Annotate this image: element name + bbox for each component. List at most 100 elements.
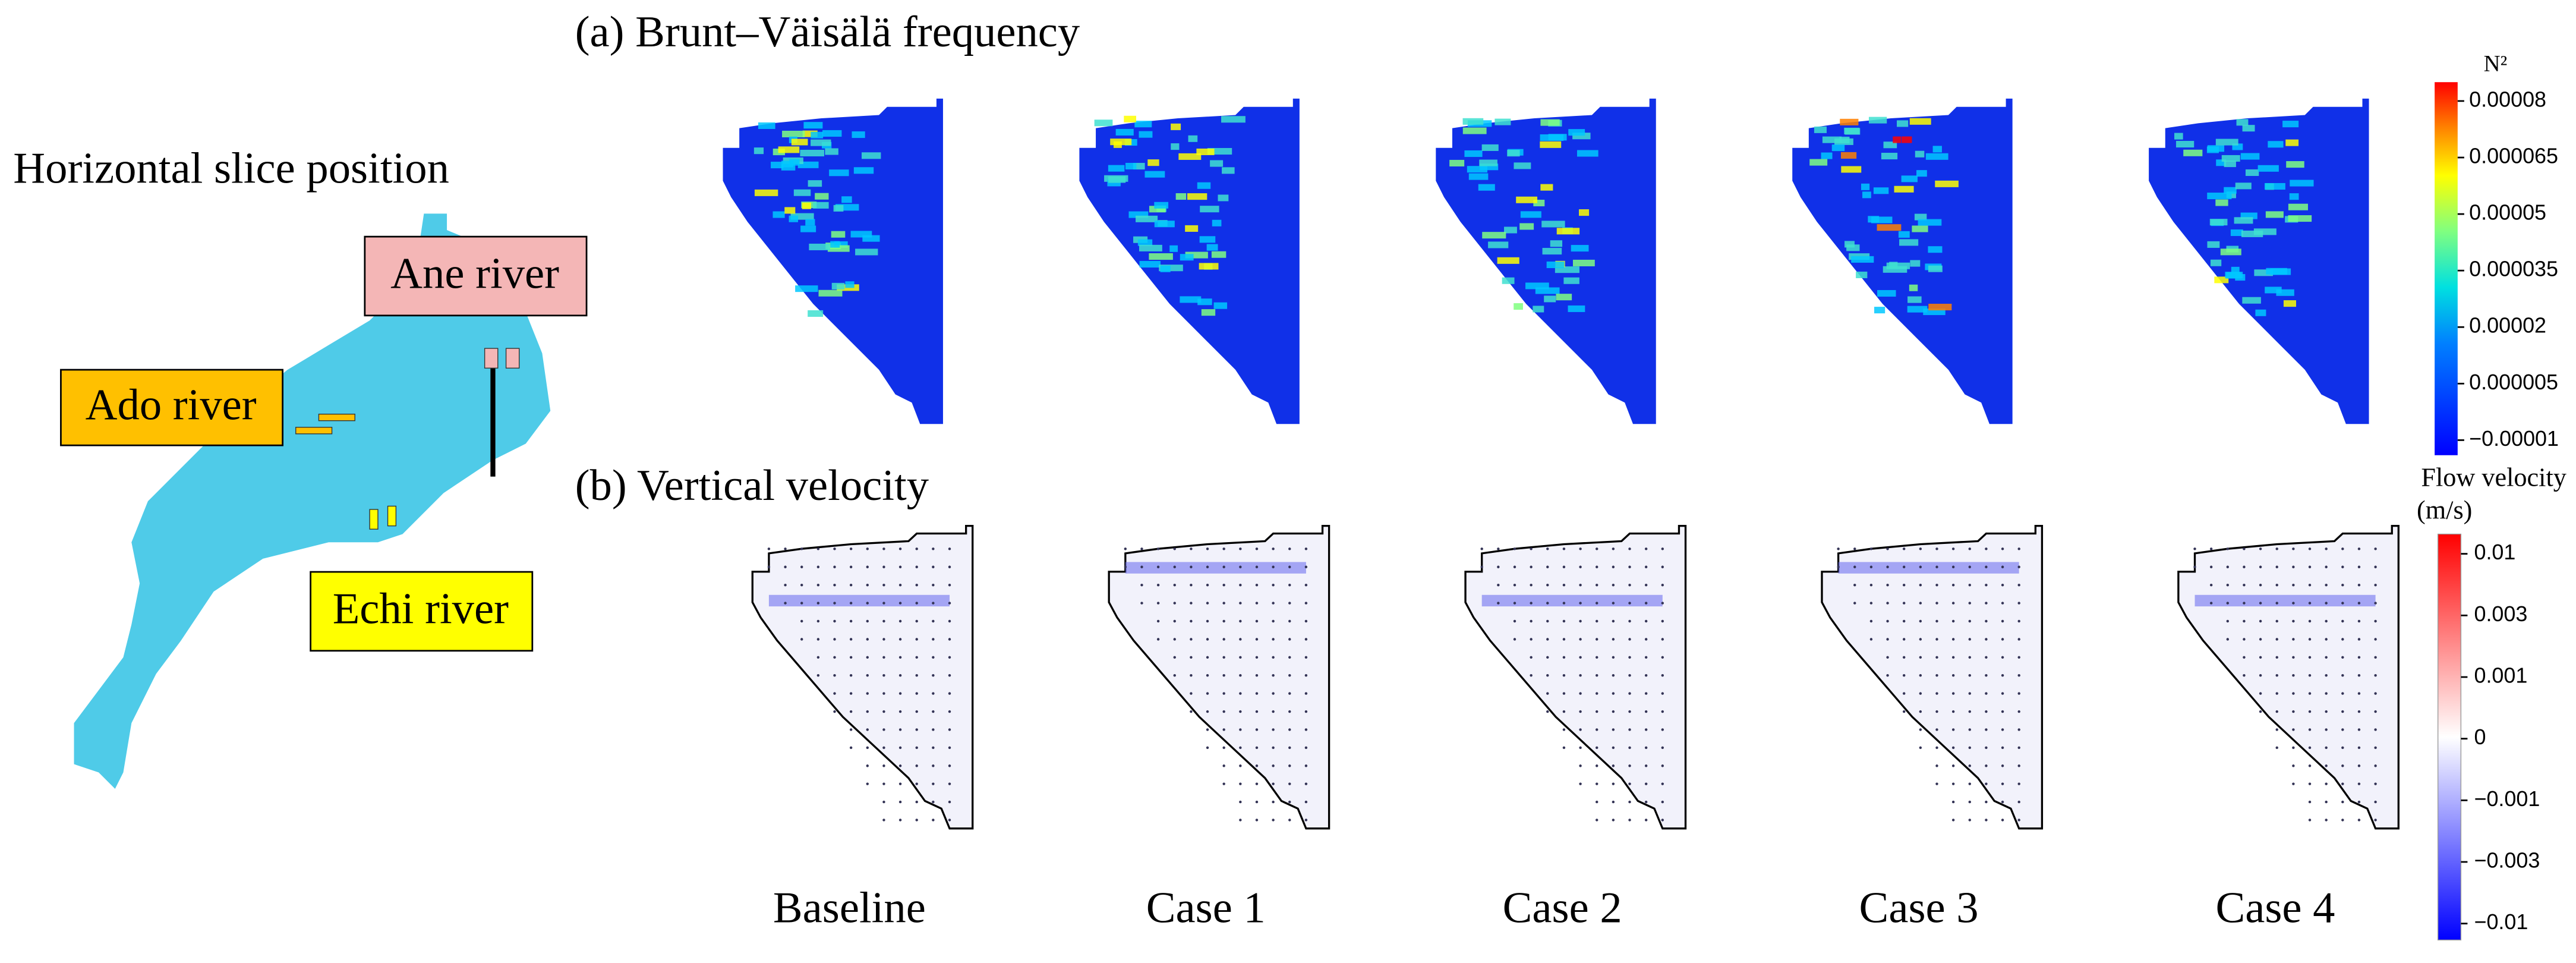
vector-dot [2226,619,2230,623]
vector-dot [1968,674,1971,677]
vector-dot [1612,583,1615,587]
colorbar-tick-label: −0.003 [2474,848,2540,872]
heatmap-cell [850,231,872,238]
vector-dot [2374,746,2377,750]
vector-dot [948,728,951,731]
vector-dot [1919,602,1922,605]
vector-dot [2308,800,2312,804]
heatmap-cell [2285,139,2299,146]
vector-dot [1288,692,1291,695]
vector-dot [882,782,885,785]
heatmap-cell [2286,161,2304,168]
vector-dot [2017,638,2020,641]
heatmap-cell [1916,170,1927,177]
vector-dot [1173,602,1176,605]
vector-dot [915,819,918,822]
vector-dot [882,583,885,587]
colorbar-tick-label: 0.000065 [2469,143,2558,168]
vector-dot [1222,692,1225,695]
vector-dot [2001,746,2004,750]
heatmap-cell [815,193,829,200]
vector-dot [932,656,935,659]
heatmap-cell [831,231,846,238]
vector-dot [866,764,869,767]
heatmap-cell [800,149,825,157]
vector-dot [882,638,885,641]
vector-dot [1156,565,1160,568]
vector-dot [1951,819,1955,822]
vector-dot [1579,674,1582,677]
panel-title: (a) Brunt–Väisälä frequency [575,7,1080,56]
vector-dot [2017,619,2020,623]
vector-dot [2259,710,2262,713]
vector-dot [1222,602,1225,605]
colorbar-tick-label: 0.00008 [2469,87,2546,111]
vector-dot [1562,619,1566,623]
heatmap-cell [2220,248,2241,256]
vector-dot [1612,565,1615,568]
vector-dot [833,638,836,641]
vector-dot [1530,638,1533,641]
vector-dot [1596,674,1598,677]
vector-dot [1628,583,1631,587]
heatmap-cell [1115,128,1134,136]
heatmap-cell [1877,289,1896,297]
vector-dot [932,782,935,785]
vector-dot [1951,692,1955,695]
heatmap-cell [2231,266,2240,273]
vector-dot [1222,746,1225,750]
vector-dot [2341,638,2344,641]
vector-dot [1985,674,1988,677]
vector-dot [1902,602,1906,605]
vector-dot [2341,619,2344,623]
vector-dot [1919,674,1922,677]
heatmap-cell [2215,139,2238,146]
vector-dot [2325,800,2328,804]
vector-dot [2308,764,2312,767]
vector-dot [1239,656,1242,659]
vector-dot [1239,674,1242,677]
vector-dot [1935,656,1938,659]
heatmap-cell [1199,263,1219,270]
vector-dot [882,800,885,804]
heatmap-cell [1139,244,1162,251]
heatmap-cell [1844,127,1860,134]
vector-dot [898,782,902,785]
vector-dot [2357,782,2361,785]
heatmap-cell [853,167,874,174]
vector-dot [2292,547,2295,550]
heatmap-cell [1108,165,1125,172]
heatmap-cell [1874,307,1886,314]
vector-dot [1596,656,1598,659]
river-marker [295,427,333,435]
vector-dot [833,674,836,677]
vector-dot [2325,674,2328,677]
vector-dot [2209,547,2213,550]
heatmap-cell [1134,121,1152,128]
vector-dot [1661,547,1664,550]
vector-dot [1968,656,1971,659]
vector-dot [1951,656,1955,659]
vector-dot [1886,583,1889,587]
vector-dot [1985,819,1988,822]
heatmap-cell [1555,266,1579,273]
vector-dot [833,619,836,623]
vector-dot [1935,602,1938,605]
vector-dot [2357,710,2361,713]
colorbar-tick-label: 0.01 [2474,540,2515,564]
vector-dot [2357,692,2361,695]
vector-dot [1288,602,1291,605]
heatmap-cell [2224,187,2237,194]
vector-dot [882,764,885,767]
vector-dot [1546,602,1549,605]
vector-dot [2226,602,2230,605]
vector-dot [1935,746,1938,750]
vector-dot [1497,547,1500,550]
vector-dot [1239,800,1242,804]
vector-dot [1935,638,1938,641]
vector-dot [1530,547,1533,550]
vector-dot [1222,619,1225,623]
vector-dot [816,619,820,623]
vector-dot [1288,565,1291,568]
vector-dot [816,638,820,641]
